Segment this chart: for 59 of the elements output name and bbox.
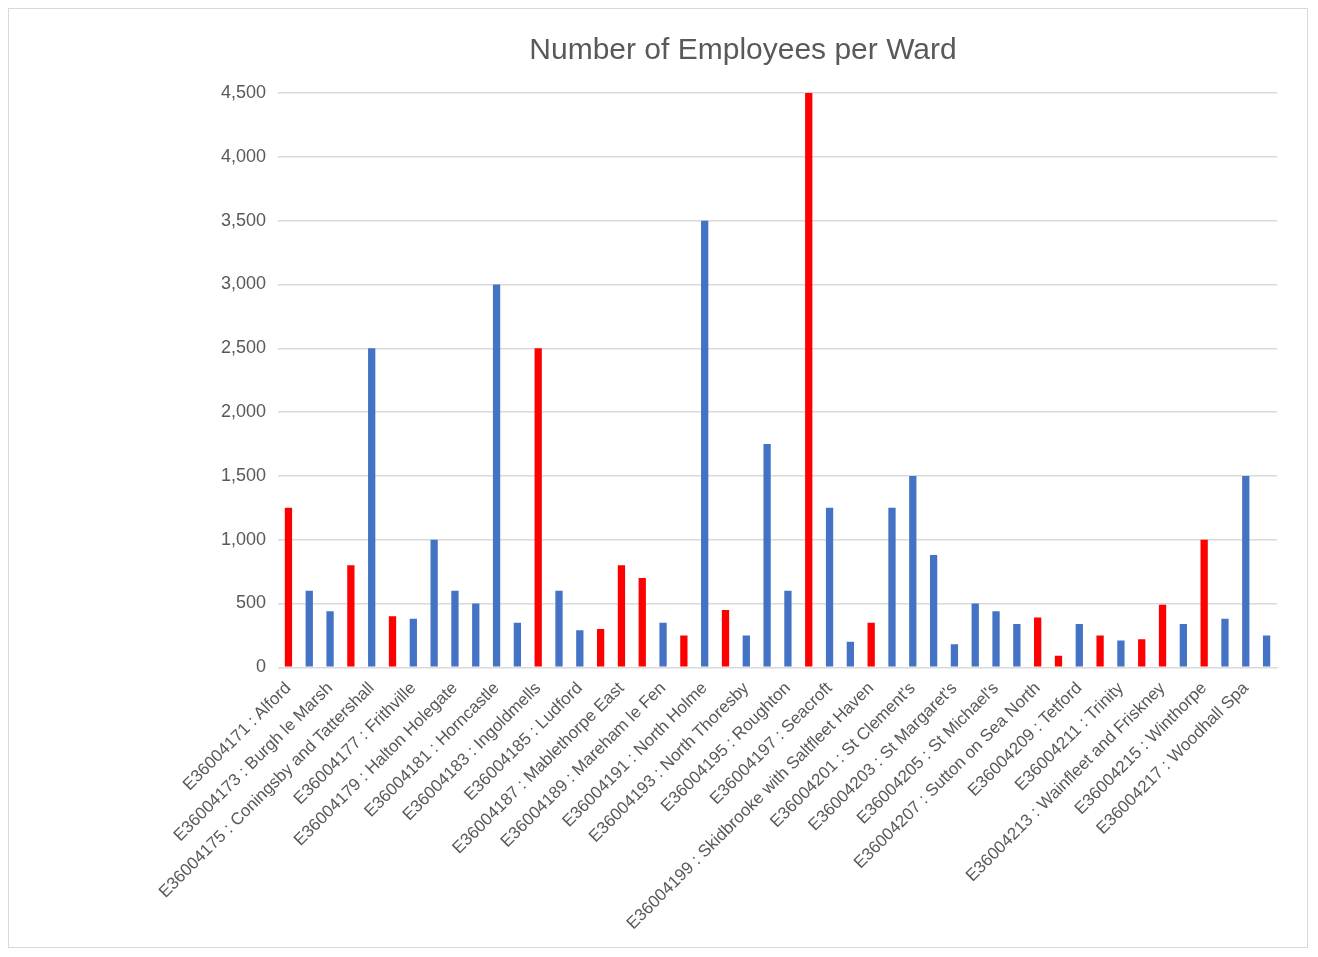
bar <box>721 609 730 667</box>
bar <box>368 348 376 667</box>
bar <box>909 475 917 667</box>
bar <box>763 443 771 667</box>
bar <box>1179 623 1187 667</box>
bar <box>888 507 896 667</box>
bar <box>284 507 293 667</box>
bar <box>867 622 875 667</box>
bar <box>388 616 397 667</box>
bar <box>825 507 834 667</box>
y-tick-label: 1,500 <box>221 464 267 485</box>
bar <box>1242 475 1250 667</box>
bar <box>846 641 855 667</box>
bar <box>596 629 605 667</box>
bar <box>1158 604 1167 667</box>
bar <box>680 635 688 667</box>
y-tick-label: 2,500 <box>221 337 267 358</box>
bar <box>784 590 792 667</box>
bar <box>430 539 438 667</box>
bar <box>1013 623 1021 667</box>
bar <box>555 590 563 667</box>
y-tick-label: 0 <box>256 656 267 677</box>
y-tick-label: 3,000 <box>221 273 267 294</box>
bar <box>971 603 979 667</box>
bar <box>659 622 667 667</box>
y-tick-label: 3,500 <box>221 209 267 230</box>
bar <box>742 635 750 667</box>
y-tick-label: 1,000 <box>221 528 267 549</box>
bar <box>409 618 417 667</box>
bar <box>347 565 355 667</box>
bar <box>534 348 542 667</box>
bar <box>992 611 1000 667</box>
bar <box>492 284 501 667</box>
bar <box>1117 640 1125 667</box>
bar <box>1034 617 1042 667</box>
bar <box>805 93 813 667</box>
bar <box>451 590 459 667</box>
bar <box>1262 635 1271 667</box>
y-tick-label: 4,500 <box>221 81 267 102</box>
y-tick-label: 4,000 <box>221 145 267 166</box>
bar <box>472 603 480 667</box>
chart-title: Number of Employees per Ward <box>529 32 957 66</box>
bar <box>1138 639 1146 667</box>
bar <box>305 590 313 667</box>
bar <box>1075 623 1083 667</box>
bar <box>1221 618 1229 667</box>
bar <box>513 622 522 667</box>
bar <box>1096 635 1104 667</box>
bar <box>701 220 709 667</box>
bar <box>1054 655 1063 667</box>
bar <box>1200 539 1208 667</box>
bar <box>576 630 584 667</box>
bar <box>617 565 626 667</box>
y-tick-label: 2,000 <box>221 401 267 422</box>
bar <box>638 578 646 667</box>
bar <box>326 611 334 667</box>
bar <box>929 555 938 667</box>
y-tick-label: 500 <box>236 592 267 613</box>
bar <box>950 644 959 667</box>
